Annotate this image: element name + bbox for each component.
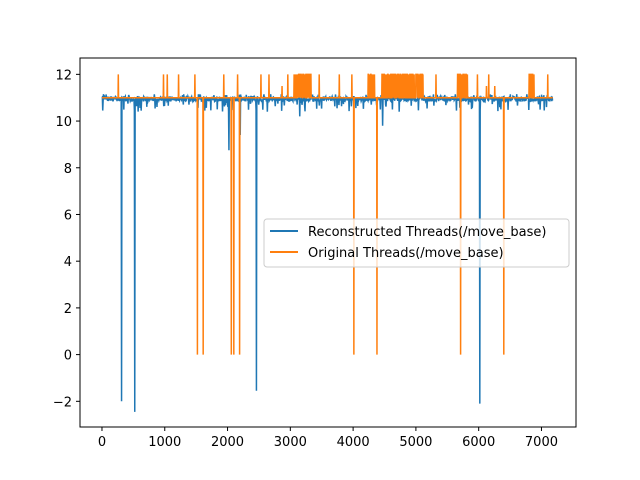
- x-tick-label: 7000: [525, 435, 558, 450]
- x-tick-label: 1000: [148, 435, 181, 450]
- x-tick-label: 0: [98, 435, 106, 450]
- x-tick-label: 2000: [211, 435, 244, 450]
- legend-label-original: Original Threads(/move_base): [308, 246, 504, 261]
- y-tick-label: 0: [64, 349, 72, 364]
- legend-label-reconstructed: Reconstructed Threads(/move_base): [308, 225, 546, 240]
- y-axis: −2 0 2 4 6 8 10 12: [53, 68, 80, 410]
- series-layer: [101, 73, 554, 412]
- x-axis: 0 1000 2000 3000 4000 5000 6000 7000: [98, 427, 558, 450]
- y-tick-label: 4: [64, 255, 72, 270]
- y-tick-label: 8: [64, 162, 72, 177]
- y-tick-label: 2: [64, 302, 72, 317]
- x-tick-label: 4000: [337, 435, 370, 450]
- series-original-line: [101, 73, 553, 355]
- y-tick-label: 12: [55, 68, 72, 83]
- y-tick-label: 6: [64, 208, 72, 223]
- y-tick-label: 10: [55, 115, 72, 130]
- legend: Reconstructed Threads(/move_base) Origin…: [263, 218, 570, 268]
- y-tick-label: −2: [53, 395, 72, 410]
- x-tick-label: 5000: [399, 435, 432, 450]
- legend-box: [263, 218, 570, 268]
- x-tick-label: 6000: [462, 435, 495, 450]
- x-tick-label: 3000: [274, 435, 307, 450]
- plot-frame: [79, 57, 577, 428]
